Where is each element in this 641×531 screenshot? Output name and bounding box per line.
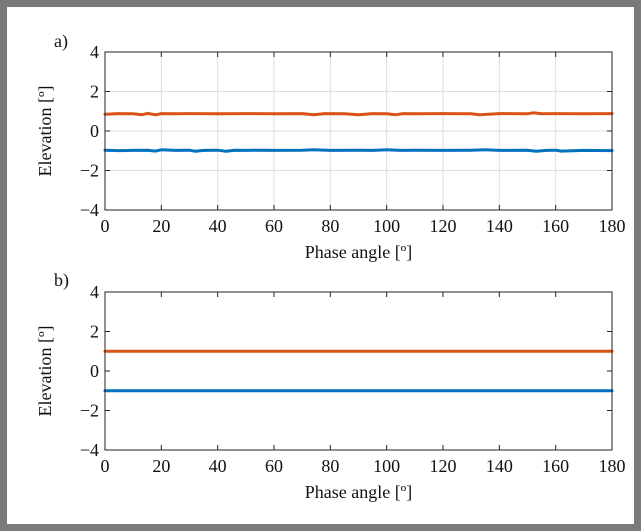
x-tick-label: 40: [209, 456, 227, 476]
x-tick-label: 20: [152, 456, 170, 476]
x-tick-label: 100: [373, 456, 400, 476]
y-tick-label: −2: [80, 161, 99, 181]
y-tick-label: 4: [90, 42, 99, 62]
x-tick-label: 20: [152, 216, 170, 236]
x-tick-label: 180: [599, 456, 626, 476]
x-tick-label: 80: [321, 216, 339, 236]
x-tick-label: 140: [486, 456, 513, 476]
x-tick-label: 60: [265, 216, 283, 236]
x-axis-label: Phase angle [º]: [305, 482, 413, 502]
x-tick-label: 120: [430, 216, 457, 236]
series-line-upper: [103, 111, 614, 117]
panel-label: a): [54, 31, 68, 52]
panel-label: b): [54, 270, 69, 291]
x-tick-label: 0: [101, 216, 110, 236]
y-tick-label: 2: [90, 322, 99, 342]
x-tick-label: 80: [321, 456, 339, 476]
y-tick-label: −4: [80, 200, 99, 220]
x-tick-label: 160: [542, 216, 569, 236]
y-tick-label: 2: [90, 82, 99, 102]
x-tick-label: 140: [486, 216, 513, 236]
y-tick-label: −4: [80, 440, 99, 460]
x-tick-label: 180: [599, 216, 626, 236]
plot-area: [105, 292, 612, 450]
x-tick-label: 60: [265, 456, 283, 476]
y-tick-label: 0: [90, 121, 99, 141]
series-line-lower: [103, 148, 614, 153]
figure-frame: 0 20 40 60 80 100 120 140 160 180 4 2 0 −2 −4 Phase ang…: [7, 7, 634, 524]
y-tick-label: 0: [90, 361, 99, 381]
x-axis-label: Phase angle [º]: [305, 242, 413, 262]
y-tick-label: −2: [80, 401, 99, 421]
x-tick-label: 120: [430, 456, 457, 476]
y-axis-label: Elevation [º]: [35, 325, 55, 416]
x-tick-label: 0: [101, 456, 110, 476]
y-axis-label: Elevation [º]: [35, 85, 55, 176]
x-tick-label: 40: [209, 216, 227, 236]
x-tick-label: 100: [373, 216, 400, 236]
x-tick-label: 160: [542, 456, 569, 476]
y-tick-label: 4: [90, 282, 99, 302]
